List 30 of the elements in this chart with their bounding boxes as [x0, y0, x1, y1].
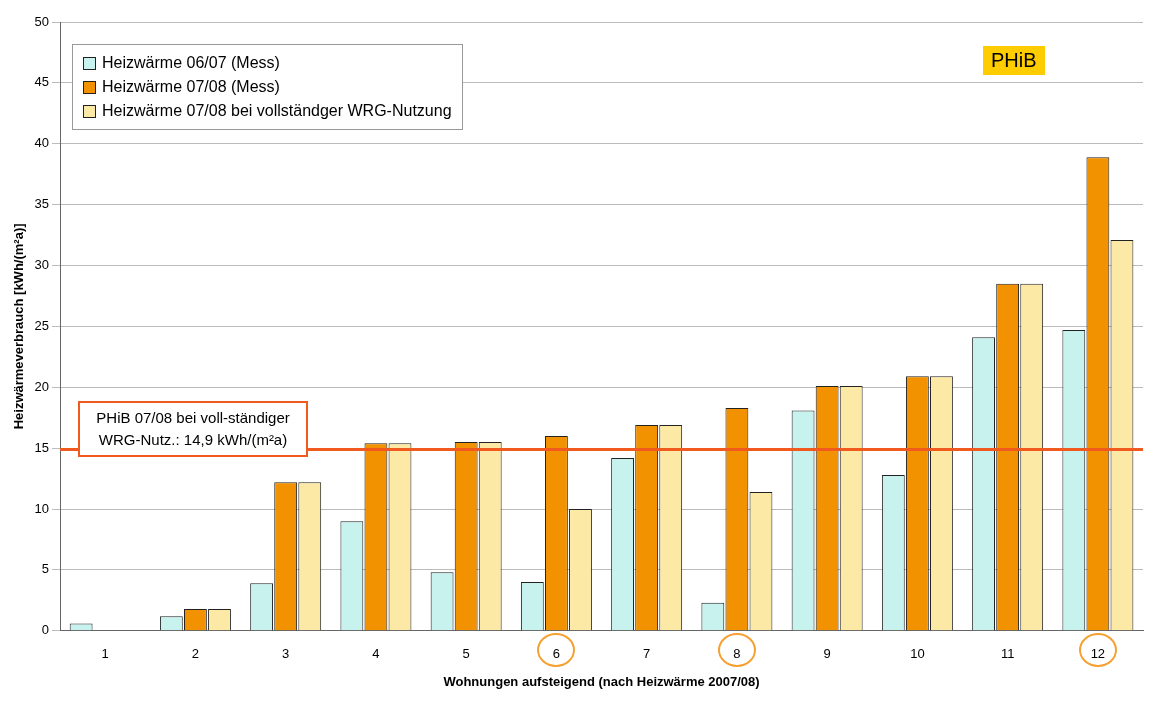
y-tick-label: 50 — [34, 13, 50, 29]
x-tick-label: 9 — [823, 646, 831, 662]
legend-label: Heizwärme 07/08 bei vollständger WRG-Nutzung — [102, 101, 452, 121]
y-tick-label: 20 — [34, 378, 50, 394]
x-tick-label: 3 — [282, 646, 290, 662]
y-tick-label: 25 — [34, 317, 50, 333]
x-tick-label: 1 — [101, 646, 109, 662]
x-tick-label: 11 — [1000, 646, 1015, 662]
x-tick-label: 7 — [643, 646, 651, 662]
y-tick-label: 15 — [34, 439, 50, 455]
x-tick-label: 10 — [910, 646, 925, 662]
x-tick-label: 2 — [191, 646, 200, 662]
legend-label: Heizwärme 06/07 (Mess) — [102, 53, 280, 73]
x-tick-label: 5 — [462, 646, 470, 662]
y-tick-label: 45 — [34, 74, 50, 90]
x-axis-title: Wohnungen aufsteigend (nach Heizwärme 2007/08) — [443, 673, 760, 689]
x-tick-label: 6 — [552, 646, 561, 662]
y-tick-label: 5 — [41, 561, 50, 577]
ref-line-label: PHiB 07/08 bei voll-ständiger WRG-Nutz.: 14,9 kWh/(m²a) — [78, 401, 309, 458]
legend-label: Heizwärme 07/08 (Mess) — [102, 77, 280, 97]
y-tick-label: 10 — [34, 500, 50, 516]
x-tick-label: 4 — [372, 646, 380, 662]
y-axis-title: Heizwärmeverbrauch [kWh/(m²a)] — [11, 223, 27, 430]
y-tick-label: 30 — [34, 257, 50, 273]
x-tick-label: 12 — [1090, 646, 1106, 662]
x-tick-label: 8 — [733, 646, 741, 662]
y-tick-label: 0 — [41, 622, 50, 638]
annotation: PHiB — [983, 46, 1045, 75]
y-tick-label: 40 — [34, 135, 50, 151]
y-tick-label: 35 — [34, 196, 50, 212]
